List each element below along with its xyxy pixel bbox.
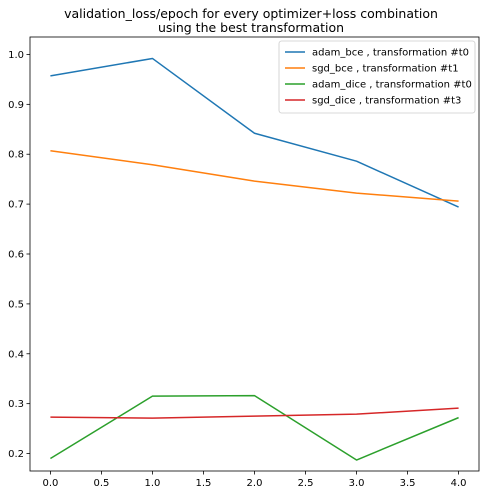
series-line-2 <box>50 149 459 202</box>
x-tick-label: 3.5 <box>400 478 416 489</box>
chart-title-line-1: validation_loss/epoch for every optimize… <box>64 6 438 21</box>
y-tick-label: 0.8 <box>8 150 24 161</box>
y-tick-label: 0.7 <box>8 200 24 211</box>
legend-label-3: adam_dice , transformation #t0 <box>312 80 472 91</box>
y-tick-label: 0.6 <box>8 250 24 261</box>
x-tick-label: 4.0 <box>451 478 467 489</box>
x-tick-label: 2.0 <box>247 478 263 489</box>
series-line-3 <box>50 394 459 461</box>
x-tick-label: 2.5 <box>298 478 314 489</box>
y-tick-label: 0.2 <box>8 449 24 460</box>
series-line-4 <box>50 407 459 419</box>
legend-label-1: adam_bce , transformation #t0 <box>312 48 469 59</box>
plot-area: 0.0 0.5 1.0 1.5 2.0 2.5 3.0 3.5 4.0 0.2 0.3 0.4 0.5 0… <box>8 36 480 489</box>
x-tick-label: 1.0 <box>145 478 161 489</box>
legend: adam_bce , transformation #t0 sgd_bce , t… <box>278 40 476 114</box>
x-tick-label: 0.5 <box>93 478 109 489</box>
y-tick-label: 0.3 <box>8 399 24 410</box>
legend-box <box>278 40 476 114</box>
chart-title-line-2: using the best transformation <box>158 20 344 35</box>
x-tick-label: 1.5 <box>196 478 212 489</box>
y-tick-label: 0.9 <box>8 100 24 111</box>
x-tick-label: 3.0 <box>349 478 365 489</box>
series-line-1 <box>50 57 459 208</box>
x-tick-label: 0.0 <box>42 478 58 489</box>
legend-label-2: sgd_bce , transformation #t1 <box>312 64 459 75</box>
y-tick-label: 0.5 <box>8 299 24 310</box>
y-tick-label: 1.0 <box>8 50 24 61</box>
legend-label-4: sgd_dice , transformation #t3 <box>312 96 461 107</box>
y-tick-label: 0.4 <box>8 349 24 360</box>
